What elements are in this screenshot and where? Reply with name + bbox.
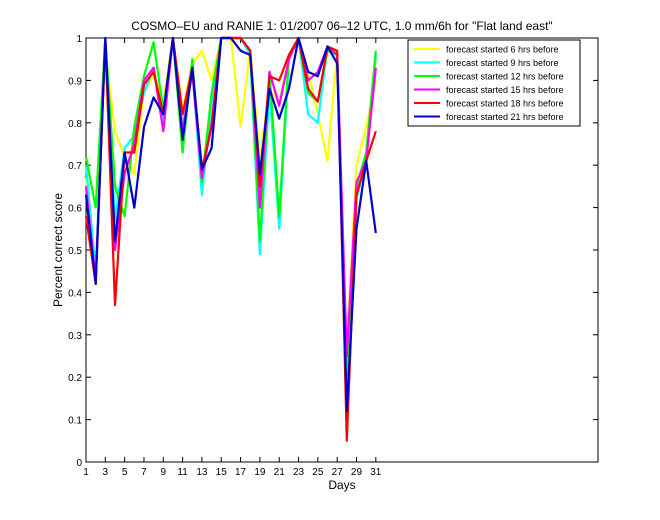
x-tick-label: 7 — [141, 467, 147, 478]
legend: forecast started 6 hrs before forecast st… — [407, 39, 581, 127]
y-tick-label: 1 — [76, 34, 82, 45]
y-tick-label: 0.2 — [68, 373, 82, 384]
y-tick-label: 0.9 — [68, 76, 82, 87]
x-tick-label: 11 — [177, 467, 188, 478]
x-tick-label: 31 — [370, 467, 382, 478]
x-tick-label: 5 — [122, 467, 128, 478]
y-tick-label: 0 — [76, 458, 82, 469]
x-tick-label: 17 — [235, 467, 247, 478]
legend-box — [407, 39, 581, 127]
y-tick-label: 0.6 — [68, 204, 82, 215]
x-tick-label: 23 — [293, 467, 305, 478]
x-tick-label: 27 — [332, 467, 344, 478]
legend-label: forecast started 6 hrs before — [446, 45, 559, 55]
legend-label: forecast started 18 hrs before — [446, 99, 564, 109]
y-tick-label: 0.5 — [68, 246, 82, 257]
y-tick-label: 0.7 — [68, 161, 82, 172]
x-axis-label: Days — [328, 478, 355, 492]
x-tick-label: 25 — [312, 467, 324, 478]
x-tick-label: 1 — [83, 467, 89, 478]
y-tick-label: 0.1 — [68, 416, 82, 427]
legend-label: forecast started 9 hrs before — [446, 58, 559, 68]
legend-label: forecast started 21 hrs before — [446, 112, 564, 122]
y-axis-label: Percent correct score — [51, 193, 65, 307]
x-tick-label: 13 — [196, 467, 208, 478]
x-tick-label: 15 — [216, 467, 228, 478]
legend-label: forecast started 15 hrs before — [446, 85, 564, 95]
axis-ticks: 1 3 5 7 9 11 13 15 17 19 21 23 25 27 29 3100.10.20.30.4… — [68, 34, 598, 478]
chart-title: COSMO–EU and RANIE 1: 01/2007 06–12 UTC,… — [131, 19, 552, 33]
x-tick-label: 9 — [161, 467, 167, 478]
x-tick-label: 19 — [254, 467, 266, 478]
y-tick-label: 0.4 — [68, 288, 82, 299]
x-tick-label: 29 — [351, 467, 363, 478]
series-lines — [84, 36, 377, 442]
x-tick-label: 3 — [103, 467, 109, 478]
x-tick-label: 21 — [274, 467, 286, 478]
legend-label: forecast started 12 hrs before — [446, 72, 564, 82]
y-tick-label: 0.8 — [68, 119, 82, 130]
series-line — [84, 36, 377, 413]
y-tick-label: 0.3 — [68, 331, 82, 342]
